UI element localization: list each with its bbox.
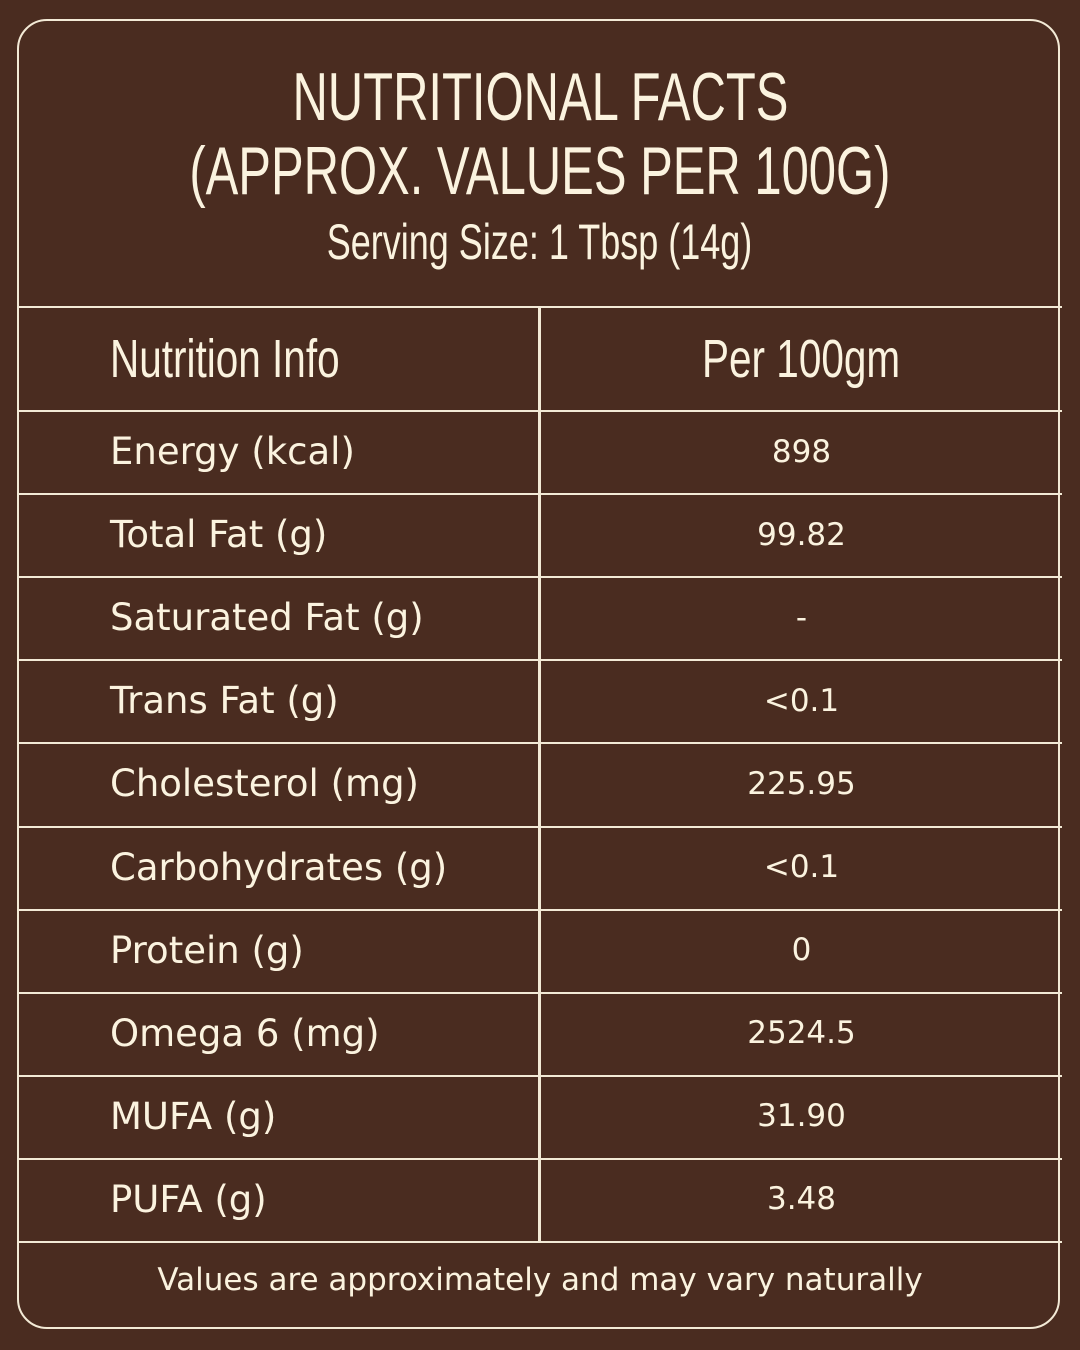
- row-value: 2524.5: [541, 992, 1062, 1075]
- divider: [18, 1074, 1062, 1077]
- divider: [18, 306, 1062, 308]
- title: NUTRITIONAL FACTS: [0, 58, 1080, 136]
- row-label-text: Energy (kcal): [110, 430, 355, 474]
- row-label-text: Omega 6 (mg): [110, 1011, 380, 1055]
- row-label-text: PUFA (g): [110, 1177, 267, 1221]
- row-label: Total Fat (g): [110, 493, 327, 576]
- row-value: 898: [541, 410, 1062, 493]
- column-header-text: Per 100gm: [702, 328, 901, 389]
- row-value: 3.48: [541, 1158, 1062, 1241]
- row-value: 31.90: [541, 1075, 1062, 1158]
- column-header: Nutrition Info: [110, 307, 416, 410]
- title-text: NUTRITIONAL FACTS: [292, 59, 788, 135]
- row-value: 0: [541, 909, 1062, 992]
- row-label: Trans Fat (g): [110, 659, 339, 742]
- row-label: Energy (kcal): [110, 410, 355, 493]
- row-label-text: MUFA (g): [110, 1094, 277, 1138]
- title-text: (APPROX. VALUES PER 100G): [189, 133, 891, 209]
- title: (APPROX. VALUES PER 100G): [0, 132, 1080, 210]
- row-label: MUFA (g): [110, 1075, 276, 1158]
- row-label-text: Total Fat (g): [110, 513, 328, 557]
- row-value-text: <0.1: [763, 682, 840, 719]
- row-value: 99.82: [541, 493, 1062, 576]
- row-label-text: Saturated Fat (g): [110, 596, 424, 640]
- row-label: PUFA (g): [110, 1158, 267, 1241]
- divider: [18, 742, 1062, 745]
- column-header: Per 100gm: [541, 307, 1062, 410]
- divider: [18, 410, 1062, 412]
- row-value-text: <0.1: [763, 849, 840, 886]
- divider: [18, 825, 1062, 828]
- row-label: Carbohydrates (g): [110, 826, 447, 909]
- divider: [18, 991, 1062, 994]
- divider: [18, 493, 1062, 496]
- row-value: <0.1: [541, 826, 1062, 909]
- row-label-text: Trans Fat (g): [110, 679, 339, 723]
- row-value-text: 99.82: [757, 516, 846, 553]
- divider: [18, 1241, 1062, 1243]
- row-label-text: Protein (g): [110, 928, 304, 972]
- column-header-text: Nutrition Info: [110, 328, 340, 389]
- row-value: <0.1: [541, 659, 1062, 742]
- column-divider: [538, 307, 541, 1241]
- row-value-text: 0: [791, 932, 812, 969]
- row-label-text: Cholesterol (mg): [110, 762, 419, 806]
- subtitle-text: Serving Size: 1 Tbsp (14g): [327, 214, 753, 270]
- row-value-text: 225.95: [747, 765, 856, 802]
- row-label-text: Carbohydrates (g): [110, 845, 448, 889]
- divider: [18, 576, 1062, 579]
- row-value-text: 31.90: [757, 1098, 846, 1135]
- divider: [18, 908, 1062, 911]
- row-value-text: 2524.5: [747, 1015, 856, 1052]
- row-value: 225.95: [541, 742, 1062, 825]
- row-value-text: -: [795, 599, 808, 636]
- row-label: Protein (g): [110, 909, 304, 992]
- divider: [18, 1157, 1062, 1160]
- divider: [18, 659, 1062, 662]
- footer-note: Values are approximately and may vary na…: [157, 1262, 923, 1298]
- card: [17, 19, 1060, 1329]
- subtitle: Serving Size: 1 Tbsp (14g): [0, 213, 1080, 271]
- row-value-text: 898: [771, 433, 832, 470]
- row-value: -: [541, 576, 1062, 659]
- row-label: Omega 6 (mg): [110, 992, 380, 1075]
- row-label: Cholesterol (mg): [110, 742, 419, 825]
- row-label: Saturated Fat (g): [110, 576, 424, 659]
- row-value-text: 3.48: [766, 1181, 837, 1218]
